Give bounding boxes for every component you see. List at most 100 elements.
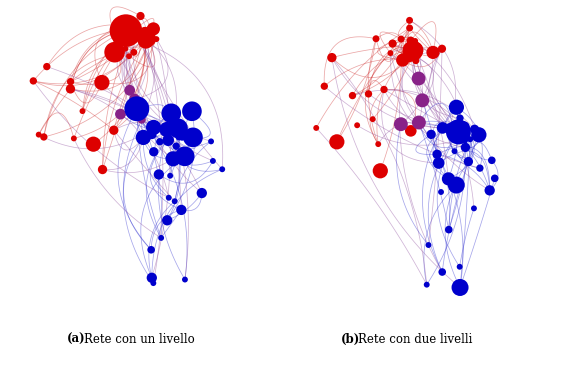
- Point: [411, 38, 420, 44]
- Point: [438, 125, 447, 131]
- Point: [167, 111, 176, 116]
- Point: [459, 124, 468, 130]
- Point: [380, 86, 389, 92]
- Point: [461, 145, 470, 150]
- Point: [487, 157, 496, 163]
- Point: [312, 125, 321, 131]
- Point: [144, 36, 153, 42]
- Point: [373, 141, 383, 147]
- Point: [147, 131, 157, 137]
- Point: [407, 47, 416, 53]
- Point: [397, 36, 406, 42]
- Point: [405, 18, 414, 23]
- Point: [136, 13, 145, 19]
- Point: [149, 149, 158, 155]
- Point: [42, 64, 51, 70]
- Point: [455, 264, 464, 270]
- Point: [464, 158, 473, 164]
- Point: [29, 78, 38, 84]
- Point: [207, 138, 216, 144]
- Point: [149, 280, 158, 286]
- Point: [466, 137, 475, 142]
- Point: [401, 50, 410, 56]
- Point: [418, 97, 427, 103]
- Point: [132, 106, 141, 112]
- Point: [188, 108, 197, 114]
- Point: [427, 131, 436, 137]
- Point: [130, 96, 139, 102]
- Point: [475, 132, 484, 138]
- Point: [411, 47, 420, 53]
- Point: [320, 83, 329, 89]
- Point: [485, 187, 494, 193]
- Point: [490, 175, 499, 181]
- Point: [414, 76, 423, 82]
- Text: Rete con un livello: Rete con un livello: [84, 333, 194, 346]
- Point: [408, 48, 418, 54]
- Point: [398, 57, 407, 63]
- Point: [444, 227, 453, 232]
- Point: [470, 126, 479, 132]
- Point: [124, 53, 133, 59]
- Point: [444, 176, 453, 182]
- Point: [110, 49, 119, 55]
- Point: [167, 117, 176, 123]
- Point: [406, 128, 415, 134]
- Point: [327, 55, 336, 60]
- Point: [154, 172, 163, 178]
- Point: [149, 26, 158, 32]
- Point: [112, 37, 121, 42]
- Point: [69, 135, 79, 141]
- Point: [348, 93, 357, 98]
- Point: [125, 87, 134, 93]
- Point: [454, 130, 463, 136]
- Point: [144, 42, 153, 48]
- Point: [146, 27, 155, 33]
- Point: [130, 24, 139, 30]
- Point: [397, 121, 406, 127]
- Point: [97, 79, 106, 85]
- Point: [388, 41, 397, 46]
- Point: [173, 126, 182, 131]
- Point: [189, 134, 198, 140]
- Point: [66, 86, 75, 92]
- Point: [131, 24, 140, 30]
- Point: [177, 134, 186, 140]
- Point: [164, 137, 173, 143]
- Point: [424, 242, 433, 248]
- Point: [89, 141, 98, 147]
- Text: Rete con due livelli: Rete con due livelli: [358, 333, 472, 346]
- Point: [437, 189, 446, 195]
- Point: [364, 91, 373, 97]
- Point: [162, 127, 171, 132]
- Point: [152, 36, 161, 42]
- Point: [454, 129, 463, 135]
- Point: [376, 168, 385, 174]
- Point: [455, 115, 464, 121]
- Point: [353, 122, 362, 128]
- Point: [406, 42, 415, 48]
- Point: [177, 207, 186, 213]
- Point: [170, 198, 179, 204]
- Point: [438, 269, 447, 275]
- Point: [166, 173, 175, 179]
- Point: [157, 235, 166, 241]
- Point: [475, 165, 484, 171]
- Point: [470, 205, 479, 211]
- Point: [428, 49, 437, 55]
- Point: [40, 134, 49, 140]
- Point: [147, 247, 156, 253]
- Point: [450, 148, 459, 154]
- Point: [137, 117, 146, 123]
- Point: [372, 36, 381, 42]
- Point: [66, 79, 75, 85]
- Point: [172, 143, 181, 149]
- Point: [130, 27, 139, 33]
- Point: [434, 160, 443, 166]
- Point: [411, 58, 420, 64]
- Point: [462, 134, 471, 140]
- Point: [180, 153, 189, 159]
- Point: [208, 158, 218, 164]
- Point: [445, 124, 454, 130]
- Point: [218, 166, 227, 172]
